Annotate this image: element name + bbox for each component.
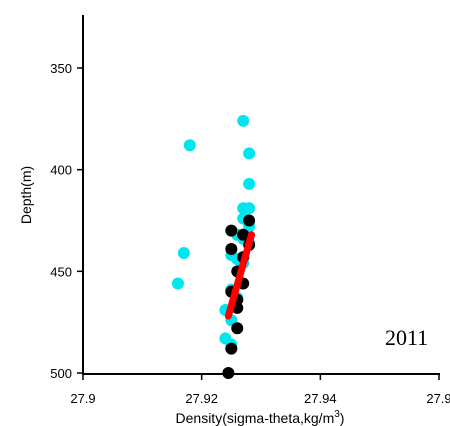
black-point (231, 322, 244, 335)
x-axis-title-close: ) (340, 410, 345, 426)
year-annotation: 2011 (385, 325, 428, 350)
x-tick-label: 27.94 (304, 391, 337, 406)
y-ticks: 350 400 450 500 (50, 61, 83, 381)
black-point (222, 367, 235, 379)
black-point (225, 242, 238, 255)
x-tick-label: 27.9 (70, 391, 95, 406)
cyan-point (177, 247, 190, 260)
black-point (225, 224, 238, 237)
cyan-point (243, 147, 256, 160)
y-tick-label: 500 (50, 366, 72, 381)
cyan-point (183, 139, 196, 152)
y-tick-label: 400 (50, 163, 72, 178)
axes (82, 15, 440, 375)
black-point (243, 214, 256, 227)
x-tick-label: 27.9 (426, 391, 450, 406)
black-point (225, 342, 238, 355)
cyan-point (237, 114, 250, 127)
cyan-point (243, 177, 256, 190)
cyan-point (171, 277, 184, 290)
x-ticks: 27.9 27.92 27.94 27.9 (70, 374, 450, 406)
x-tick-label: 27.92 (185, 391, 218, 406)
black-point (237, 228, 250, 241)
red-fit-line (224, 231, 256, 320)
y-tick-label: 450 (50, 264, 72, 279)
y-axis-title: Depth(m) (18, 166, 34, 224)
x-axis-title: Density(sigma-theta,kg/m3) (176, 409, 345, 426)
x-axis-title-main: Density(sigma-theta,kg/m (176, 410, 335, 426)
y-tick-label: 350 (50, 61, 72, 76)
x-axis-title-superscript: 3 (334, 409, 340, 420)
cyan-point (243, 202, 256, 215)
data-marks (171, 114, 256, 379)
